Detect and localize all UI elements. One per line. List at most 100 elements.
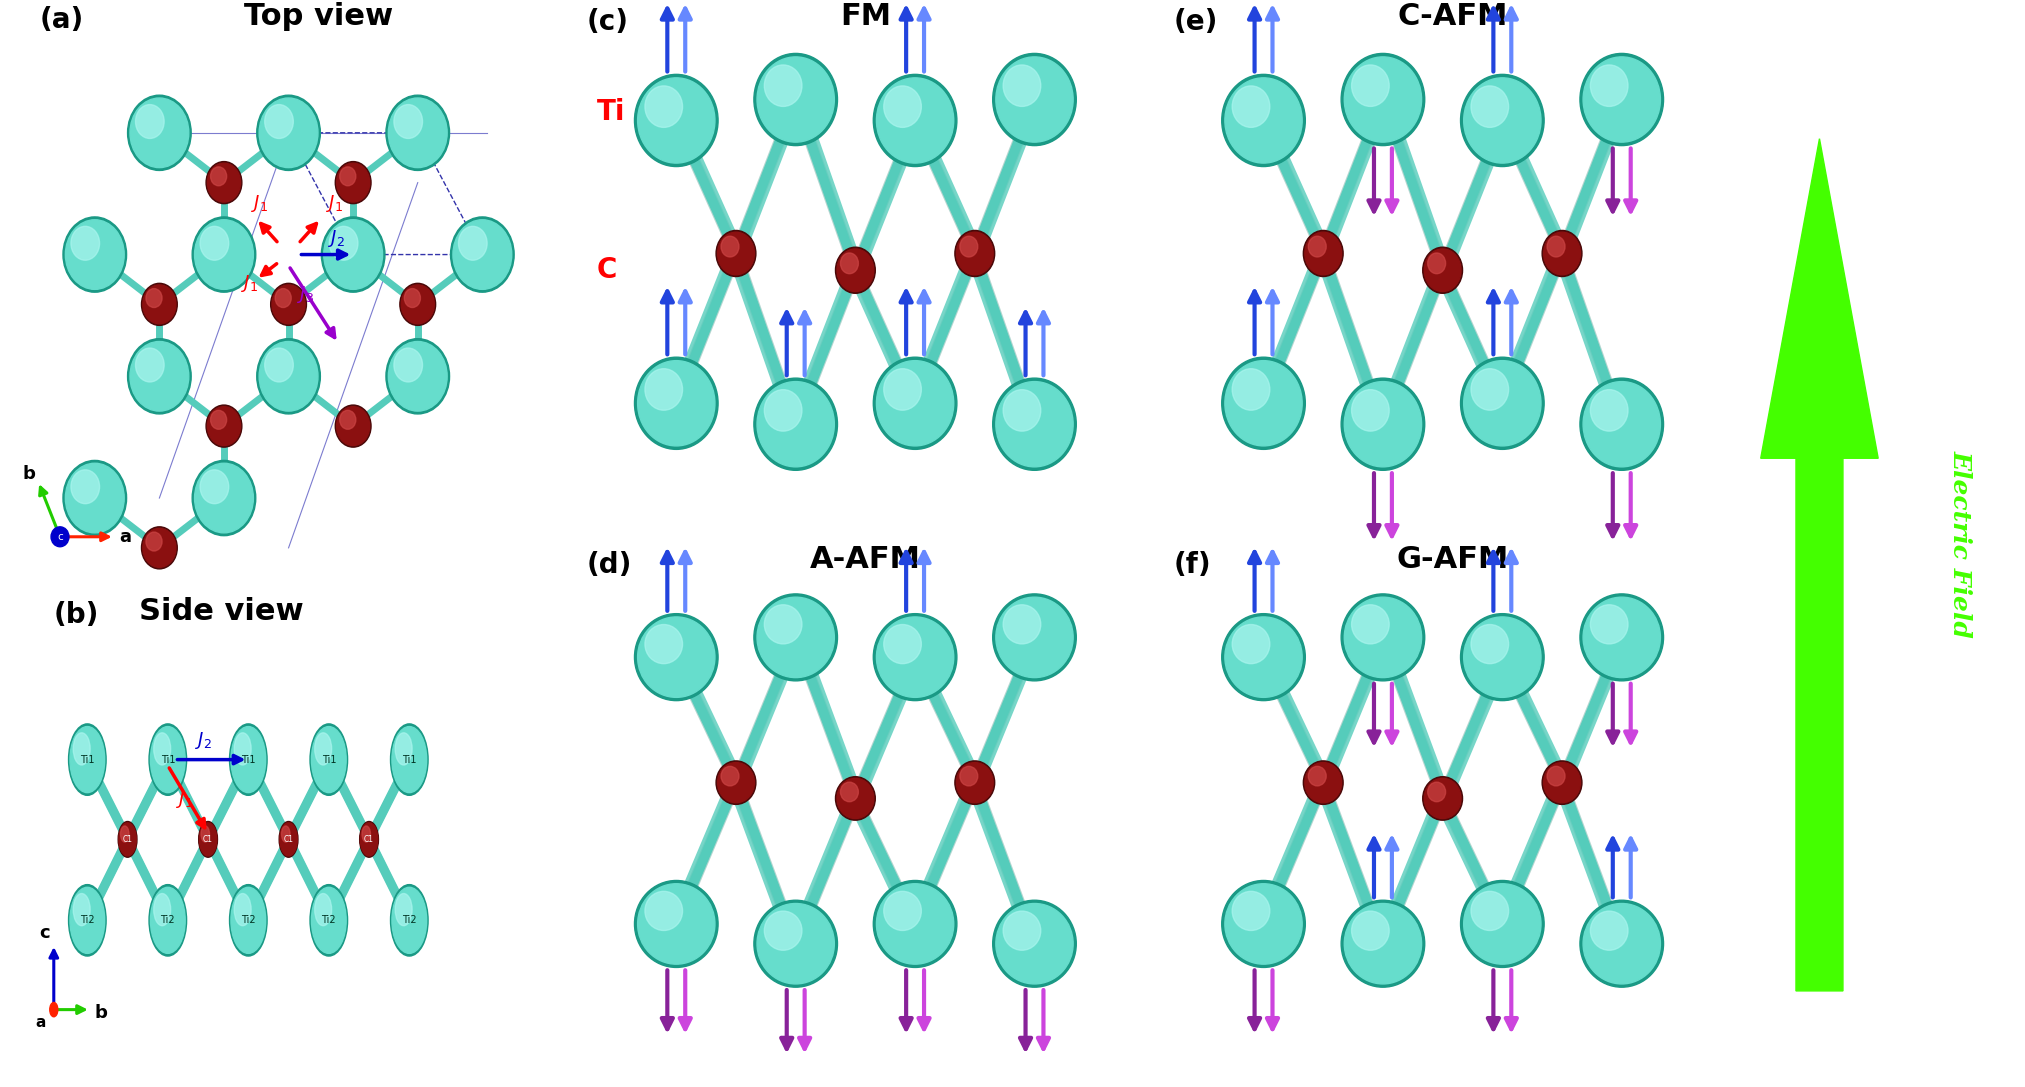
- Text: Side view: Side view: [140, 597, 304, 625]
- Ellipse shape: [1002, 65, 1041, 107]
- Ellipse shape: [883, 368, 921, 410]
- Ellipse shape: [119, 823, 136, 855]
- Ellipse shape: [1231, 625, 1270, 664]
- Ellipse shape: [1470, 368, 1509, 410]
- Ellipse shape: [336, 163, 371, 202]
- Text: (c): (c): [587, 9, 628, 36]
- Ellipse shape: [1231, 86, 1270, 127]
- Ellipse shape: [763, 65, 802, 107]
- Ellipse shape: [391, 885, 427, 957]
- Text: Ti2: Ti2: [403, 915, 417, 925]
- Text: $J_3$: $J_3$: [296, 284, 314, 304]
- Ellipse shape: [458, 226, 488, 260]
- Ellipse shape: [281, 826, 290, 842]
- Ellipse shape: [259, 341, 318, 411]
- Text: a: a: [119, 528, 132, 547]
- Text: b: b: [93, 1004, 107, 1022]
- Ellipse shape: [63, 461, 128, 536]
- Ellipse shape: [71, 226, 99, 260]
- Ellipse shape: [1584, 597, 1660, 677]
- Ellipse shape: [144, 285, 176, 324]
- Ellipse shape: [207, 162, 241, 203]
- Ellipse shape: [1580, 53, 1665, 146]
- Ellipse shape: [142, 527, 178, 569]
- Ellipse shape: [235, 894, 251, 926]
- Ellipse shape: [634, 358, 719, 449]
- Ellipse shape: [257, 339, 320, 414]
- Ellipse shape: [1341, 594, 1426, 680]
- Ellipse shape: [836, 249, 875, 291]
- Ellipse shape: [992, 900, 1077, 987]
- Ellipse shape: [717, 233, 755, 275]
- Ellipse shape: [873, 880, 958, 967]
- Ellipse shape: [883, 86, 921, 127]
- Ellipse shape: [753, 900, 838, 987]
- Ellipse shape: [231, 887, 265, 953]
- Ellipse shape: [763, 604, 802, 644]
- Ellipse shape: [312, 726, 346, 792]
- Ellipse shape: [836, 247, 875, 293]
- Ellipse shape: [389, 341, 448, 411]
- Ellipse shape: [389, 98, 448, 167]
- Ellipse shape: [450, 217, 514, 292]
- Ellipse shape: [992, 378, 1077, 471]
- Ellipse shape: [150, 724, 186, 796]
- Ellipse shape: [1428, 253, 1446, 274]
- Ellipse shape: [454, 220, 512, 289]
- Text: (d): (d): [587, 551, 632, 579]
- Ellipse shape: [644, 368, 682, 410]
- Ellipse shape: [644, 625, 682, 664]
- Ellipse shape: [634, 880, 719, 967]
- Text: Ti1: Ti1: [322, 754, 336, 764]
- Ellipse shape: [1580, 378, 1665, 471]
- Ellipse shape: [1428, 783, 1446, 802]
- Ellipse shape: [310, 885, 348, 957]
- Ellipse shape: [1470, 891, 1509, 930]
- Ellipse shape: [1225, 884, 1302, 964]
- Ellipse shape: [1225, 617, 1302, 698]
- Ellipse shape: [265, 104, 294, 138]
- Ellipse shape: [69, 885, 105, 957]
- Text: Ti1: Ti1: [160, 754, 174, 764]
- Ellipse shape: [1543, 230, 1582, 276]
- Ellipse shape: [883, 625, 921, 664]
- Ellipse shape: [128, 339, 190, 414]
- Ellipse shape: [753, 53, 838, 146]
- Ellipse shape: [71, 726, 105, 792]
- Ellipse shape: [150, 885, 186, 957]
- Ellipse shape: [1543, 761, 1582, 804]
- Ellipse shape: [142, 284, 178, 325]
- Text: (f): (f): [1174, 551, 1211, 579]
- Ellipse shape: [200, 470, 229, 503]
- Text: Electric Field: Electric Field: [1948, 450, 1972, 637]
- Ellipse shape: [314, 894, 332, 926]
- Ellipse shape: [136, 348, 164, 382]
- Ellipse shape: [996, 57, 1073, 142]
- Ellipse shape: [265, 348, 294, 382]
- Ellipse shape: [130, 98, 188, 167]
- Text: Ti2: Ti2: [81, 915, 95, 925]
- Ellipse shape: [391, 724, 427, 796]
- Ellipse shape: [1002, 911, 1041, 950]
- Ellipse shape: [1002, 604, 1041, 644]
- Ellipse shape: [1221, 358, 1306, 449]
- Ellipse shape: [1221, 880, 1306, 967]
- Ellipse shape: [207, 163, 241, 202]
- Ellipse shape: [1304, 233, 1343, 275]
- Text: c: c: [38, 924, 51, 942]
- Ellipse shape: [1464, 361, 1541, 446]
- Ellipse shape: [996, 903, 1073, 984]
- Ellipse shape: [877, 884, 954, 964]
- Ellipse shape: [200, 226, 229, 260]
- Ellipse shape: [395, 894, 413, 926]
- Ellipse shape: [956, 761, 994, 804]
- Ellipse shape: [200, 826, 209, 842]
- Ellipse shape: [198, 822, 217, 858]
- Ellipse shape: [996, 382, 1073, 466]
- Text: FM: FM: [840, 2, 891, 32]
- Ellipse shape: [310, 724, 348, 796]
- Ellipse shape: [757, 57, 834, 142]
- Ellipse shape: [275, 288, 292, 308]
- Ellipse shape: [340, 410, 356, 429]
- Ellipse shape: [1231, 368, 1270, 410]
